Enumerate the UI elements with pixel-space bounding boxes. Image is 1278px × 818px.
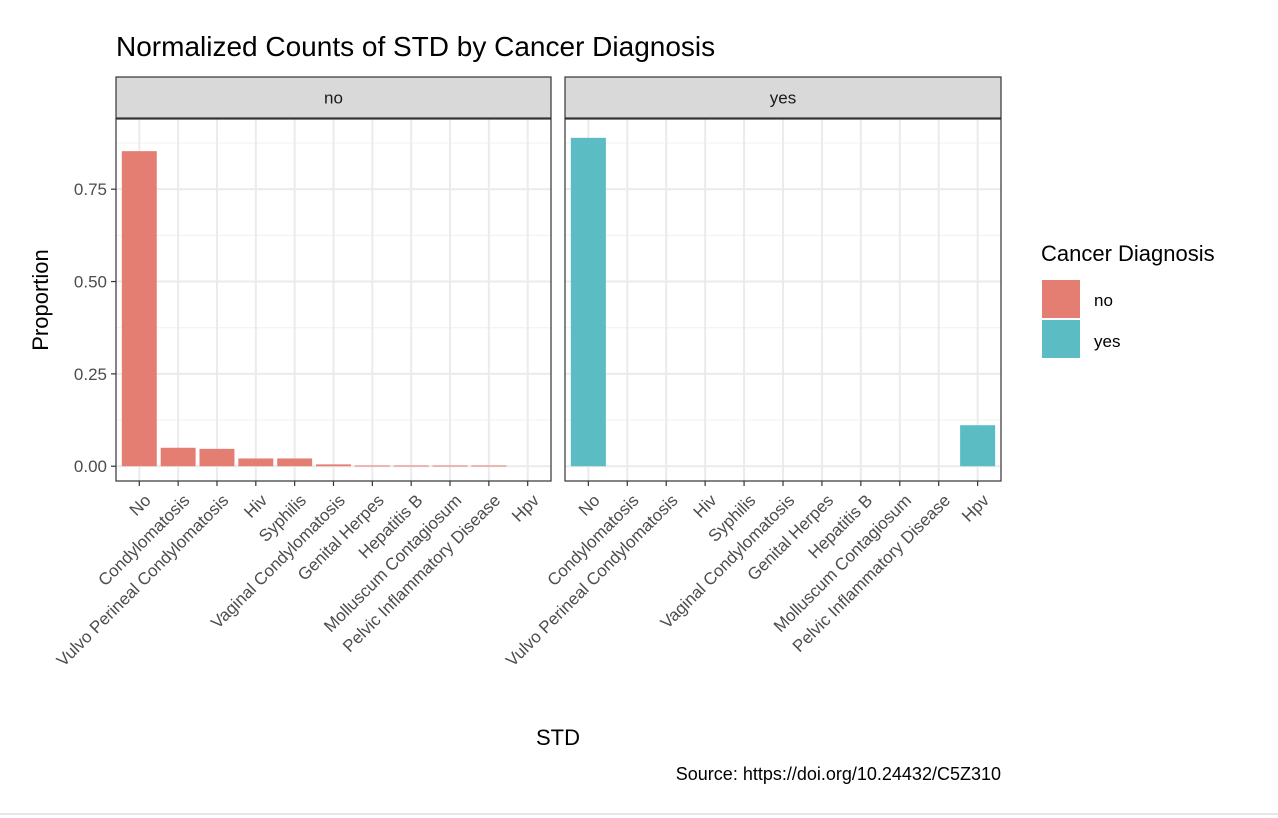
- legend-key-yes: [1042, 320, 1080, 358]
- bar-no-vulvo-perineal-condylomatosis: [199, 448, 235, 467]
- bar-no-pelvic-inflammatory-disease: [471, 465, 507, 467]
- facet-strip-label: no: [324, 89, 343, 108]
- legend-label-no: no: [1094, 291, 1113, 310]
- y-tick-label: 0.75: [74, 180, 107, 199]
- bar-yes-no: [570, 137, 606, 467]
- bar-no-molluscum-contagiosum: [432, 465, 468, 467]
- x-tick-label: Hpv: [958, 491, 993, 526]
- legend-label-yes: yes: [1094, 332, 1120, 351]
- legend-title: Cancer Diagnosis: [1041, 241, 1215, 266]
- facet-strip-yes: [564, 76, 1002, 119]
- x-tick-label: Hiv: [690, 491, 721, 522]
- bar-yes-hpv: [960, 425, 996, 467]
- bar-no-condylomatosis: [160, 447, 196, 467]
- x-tick-label: Hpv: [508, 491, 543, 526]
- bar-no-hiv: [238, 458, 274, 467]
- y-tick-label: 0.00: [74, 457, 107, 476]
- y-tick-label: 0.50: [74, 273, 107, 292]
- x-tick-label: No: [126, 491, 155, 520]
- bar-no-genital-herpes: [354, 465, 390, 467]
- y-axis: 0.00 0.25 0.50 0.75: [74, 180, 116, 476]
- x-tick-label: No: [575, 491, 604, 520]
- source-caption: Source: https://doi.org/10.24432/C5Z310: [676, 764, 1001, 784]
- facet-strip-no: [115, 76, 552, 119]
- x-tick-label: Vulvo Perineal Condylomatosis: [53, 491, 232, 670]
- bar-no-no: [121, 151, 157, 467]
- x-tick-label: Hiv: [240, 491, 271, 522]
- chart-title: Normalized Counts of STD by Cancer Diagn…: [116, 31, 715, 62]
- bar-no-vaginal-condylomatosis: [316, 464, 351, 467]
- legend-key-no: [1042, 280, 1080, 318]
- x-axis-title: STD: [536, 725, 580, 750]
- y-axis-title: Proportion: [28, 249, 53, 351]
- bar-no-syphilis: [277, 458, 313, 467]
- facet-strip-label: yes: [770, 89, 796, 108]
- bar-no-hepatitis-b: [393, 465, 429, 467]
- y-tick-label: 0.25: [74, 365, 107, 384]
- legend: Cancer Diagnosis no yes: [1041, 241, 1215, 358]
